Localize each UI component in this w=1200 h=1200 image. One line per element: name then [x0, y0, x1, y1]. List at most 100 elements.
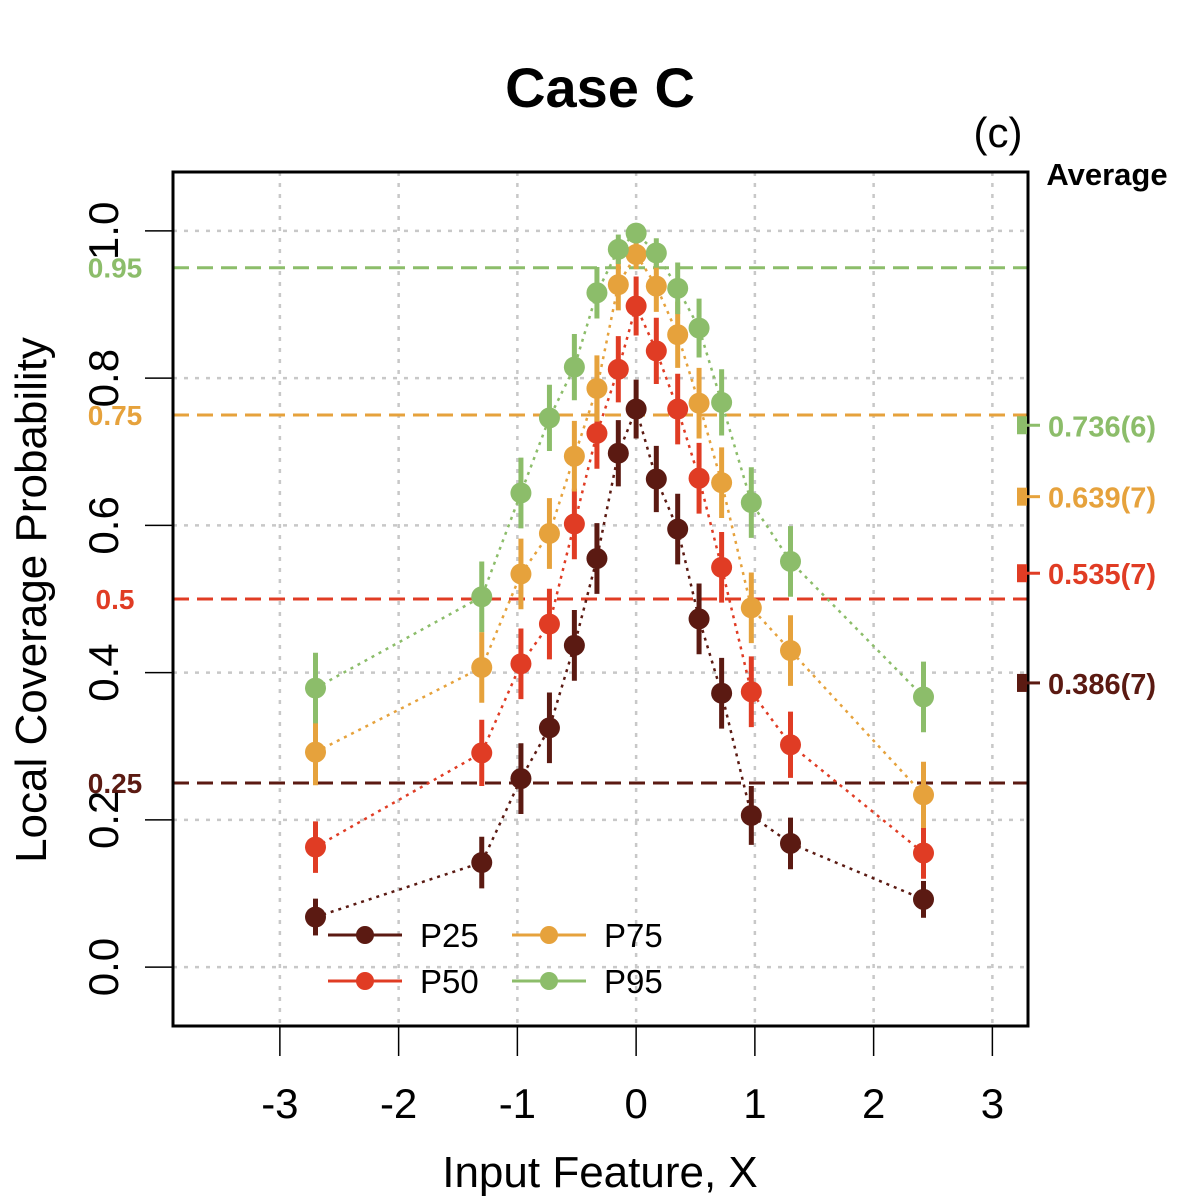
- legend-swatch-point: [540, 972, 558, 990]
- data-point: [711, 391, 733, 413]
- series-layer: [305, 222, 934, 936]
- data-point: [625, 398, 647, 420]
- data-point: [471, 586, 493, 608]
- x-axis-label: Input Feature, X: [442, 1148, 758, 1197]
- data-point: [913, 888, 934, 910]
- data-point: [607, 442, 629, 464]
- legend-item-p50: P50: [328, 963, 479, 1000]
- data-point: [305, 677, 326, 699]
- legend-item-p25: P25: [328, 917, 479, 954]
- data-point: [711, 556, 733, 578]
- series-p95: [305, 222, 934, 733]
- data-point: [645, 340, 667, 362]
- plot-frame: [171, 170, 1030, 1028]
- panel-label: (c): [974, 109, 1023, 156]
- x-tick-label: -1: [499, 1080, 536, 1127]
- y-axis: 0.0 0.2 0.4 0.6 0.8 1.0: [80, 202, 173, 996]
- y-tick-label: 1.0: [80, 202, 127, 260]
- data-point: [645, 468, 667, 490]
- nominal-label-p25: 0.25: [88, 768, 143, 799]
- y-tick-label: 0.6: [80, 496, 127, 554]
- data-point: [667, 518, 689, 540]
- series-p50: [305, 276, 934, 879]
- chart-title: Case C: [505, 56, 695, 119]
- data-point: [688, 467, 710, 489]
- data-point: [510, 768, 532, 790]
- data-point: [563, 634, 585, 656]
- data-point: [780, 832, 801, 854]
- data-point: [607, 274, 629, 296]
- data-point: [711, 472, 733, 494]
- data-point: [667, 398, 689, 420]
- legend-swatch-point: [540, 926, 558, 944]
- data-point: [510, 563, 532, 585]
- y-tick-label: 0.8: [80, 349, 127, 407]
- data-point: [780, 734, 801, 756]
- legend-label: P50: [420, 963, 479, 1000]
- data-point: [667, 324, 689, 346]
- data-point: [688, 392, 710, 414]
- series-p25: [305, 379, 934, 936]
- data-point: [740, 804, 762, 826]
- legend-item-p75: P75: [512, 917, 663, 954]
- nominal-label-p50: 0.5: [96, 584, 135, 615]
- data-point: [586, 282, 608, 304]
- data-point: [471, 852, 493, 874]
- data-point: [305, 836, 326, 858]
- nominal-label-p95: 0.95: [88, 253, 143, 284]
- data-point: [538, 717, 560, 739]
- average-label-p75: 0.639(7): [1048, 483, 1156, 515]
- data-point: [586, 422, 608, 444]
- series-line-p50: [314, 302, 925, 854]
- data-point: [471, 742, 493, 764]
- average-label-p95: 0.736(6): [1048, 411, 1156, 443]
- data-point: [563, 445, 585, 467]
- average-header: Average: [1046, 157, 1167, 192]
- data-point: [538, 522, 560, 544]
- data-point: [625, 222, 647, 244]
- data-point: [625, 243, 647, 265]
- average-marker-p25: [1017, 673, 1027, 692]
- x-tick-label: 0: [624, 1080, 647, 1127]
- x-tick-label: 3: [981, 1080, 1004, 1127]
- legend-label: P25: [420, 917, 479, 954]
- data-point: [305, 906, 326, 928]
- data-point: [913, 842, 934, 864]
- y-tick-label: 0.2: [80, 791, 127, 849]
- x-tick-label: 2: [862, 1080, 885, 1127]
- series-line-p75: [314, 252, 925, 796]
- data-point: [510, 653, 532, 675]
- data-point: [625, 295, 647, 317]
- average-marker-p95: [1017, 416, 1027, 435]
- x-tick-label: -3: [261, 1080, 298, 1127]
- average-marker-p75: [1017, 487, 1027, 506]
- data-point: [645, 242, 667, 264]
- data-point: [711, 682, 733, 704]
- data-point: [645, 275, 667, 297]
- series-line-p95: [314, 231, 925, 698]
- data-point: [740, 681, 762, 703]
- x-tick-label: 1: [743, 1080, 766, 1127]
- x-axis: -3 -2 -1 0 1 2 3: [261, 1026, 1004, 1127]
- data-point: [667, 277, 689, 299]
- data-point: [740, 492, 762, 514]
- data-point: [563, 356, 585, 378]
- legend-label: P75: [604, 917, 663, 954]
- nominal-reference-lines: 0.25 0.5 0.75 0.95: [88, 253, 1028, 799]
- legend-label: P95: [604, 963, 663, 1000]
- data-point: [471, 656, 493, 678]
- data-point: [688, 608, 710, 630]
- data-point: [586, 377, 608, 399]
- data-point: [607, 238, 629, 260]
- legend: P25 P50 P75 P95: [328, 917, 663, 1000]
- legend-item-p95: P95: [512, 963, 663, 1000]
- data-point: [913, 686, 934, 708]
- data-point: [607, 358, 629, 380]
- legend-swatch-point: [356, 926, 374, 944]
- legend-swatch-point: [356, 972, 374, 990]
- series-p75: [305, 239, 934, 828]
- data-point: [510, 482, 532, 504]
- data-point: [538, 613, 560, 635]
- average-label-p50: 0.535(7): [1048, 559, 1156, 591]
